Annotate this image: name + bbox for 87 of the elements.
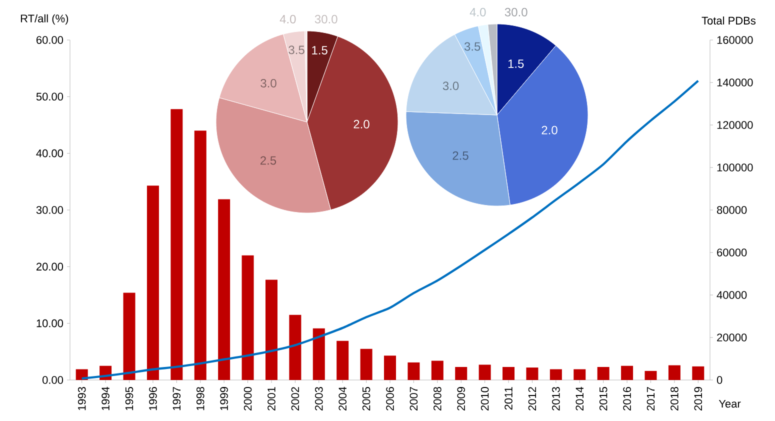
bar — [194, 130, 206, 380]
x-tick-label: 2002 — [291, 387, 300, 410]
y-tick-label: 30.00 — [36, 206, 64, 214]
bar — [502, 366, 515, 380]
y2-tick-label: 20000 — [717, 334, 747, 342]
bar — [550, 369, 562, 380]
slice-label: 3.5 — [464, 42, 480, 51]
x-tick-label: 2005 — [362, 386, 370, 410]
x-tick-label: 2008 — [434, 387, 442, 410]
slice-label: 4.0 — [280, 14, 296, 24]
x-tick-label: 2014 — [576, 386, 584, 410]
y-tick-label: 60.00 — [36, 36, 64, 44]
y-tick-label: 10.00 — [36, 319, 64, 328]
x-tick-label: 2000 — [244, 386, 252, 410]
y2-tick-label: 140000 — [717, 78, 753, 86]
bar — [478, 364, 491, 380]
line-series — [80, 80, 700, 380]
bar — [170, 109, 183, 380]
y-tick-label: 0.00 — [42, 376, 64, 384]
bar — [668, 365, 680, 380]
x-tick-label: 2017 — [646, 387, 655, 410]
x-tick-label: 2010 — [480, 386, 489, 410]
x-tick-label: 1994 — [102, 386, 110, 410]
bar — [621, 366, 634, 380]
x-tick-label: 2001 — [268, 387, 276, 410]
bar — [289, 314, 302, 380]
slice-label: 2.0 — [542, 126, 558, 134]
bar — [384, 356, 396, 380]
y2-tick-label: 120000 — [717, 121, 753, 129]
bar — [242, 255, 254, 380]
bar — [526, 368, 538, 380]
x-tick-label: 2003 — [314, 387, 323, 410]
x-tick-label: 1993 — [78, 387, 86, 410]
bar — [312, 328, 325, 380]
bar — [455, 366, 468, 380]
x-tick-label: 2012 — [528, 387, 536, 410]
y2-tick-label: 160000 — [717, 36, 753, 44]
bar — [123, 292, 136, 380]
slice-label: 3.5 — [288, 46, 304, 54]
y-tick-label: 50.00 — [36, 92, 64, 101]
x-tick-label: 2006 — [386, 387, 394, 410]
bar — [218, 199, 230, 380]
bar — [336, 340, 349, 380]
slice-label: 2.5 — [452, 151, 468, 160]
bar — [431, 360, 444, 380]
y2-tick-label: 40000 — [716, 291, 747, 299]
x-tick-label: 1998 — [196, 387, 204, 410]
x-axis-title: Year — [718, 400, 741, 408]
x-tick-label: 1997 — [172, 387, 181, 410]
x-tick-label: 2018 — [670, 387, 678, 410]
y2-tick-label: 60000 — [717, 248, 747, 256]
bar — [265, 280, 278, 380]
slice-label: 30.0 — [504, 8, 528, 16]
y2-tick-label: 0 — [716, 376, 722, 384]
y2-tick-label: 80000 — [717, 206, 747, 214]
bar — [408, 362, 420, 380]
bar — [146, 186, 159, 380]
x-tick-label: 2016 — [623, 387, 631, 410]
x-tick-label: 2019 — [694, 387, 702, 410]
x-tick-label: 2004 — [338, 386, 346, 410]
slice-label: 1.5 — [312, 46, 328, 54]
x-tick-label: 1996 — [149, 387, 157, 410]
x-tick-label: 2013 — [552, 387, 560, 410]
x-tick-label: 1999 — [220, 387, 228, 410]
x-tick-label: 1995 — [125, 386, 134, 410]
slice-label: 2.0 — [354, 120, 370, 128]
bar — [76, 369, 88, 380]
slice-label: 4.0 — [470, 8, 486, 16]
slice-label: 3.0 — [260, 78, 276, 88]
x-tick-label: 2015 — [599, 386, 608, 410]
x-tick-label: 2007 — [410, 387, 418, 410]
y-tick-label: 20.00 — [36, 262, 64, 271]
bar — [360, 348, 372, 380]
y-tick-label: 40.00 — [36, 149, 64, 158]
slice-label: 2.5 — [260, 156, 276, 165]
bar — [597, 366, 610, 380]
slice-label: 1.5 — [508, 60, 524, 68]
y-axis-title: RT/all (%) — [20, 14, 68, 25]
slice-label: 30.0 — [314, 14, 338, 24]
slice-label: 3.0 — [442, 82, 459, 90]
x-tick-label: 2009 — [457, 387, 466, 410]
bar — [574, 369, 586, 380]
bar — [644, 370, 657, 380]
x-tick-label: 2011 — [504, 387, 512, 410]
bar — [692, 366, 704, 380]
y2-tick-label: 100000 — [717, 164, 753, 172]
y2-axis-title: Total PDBs — [702, 16, 756, 25]
